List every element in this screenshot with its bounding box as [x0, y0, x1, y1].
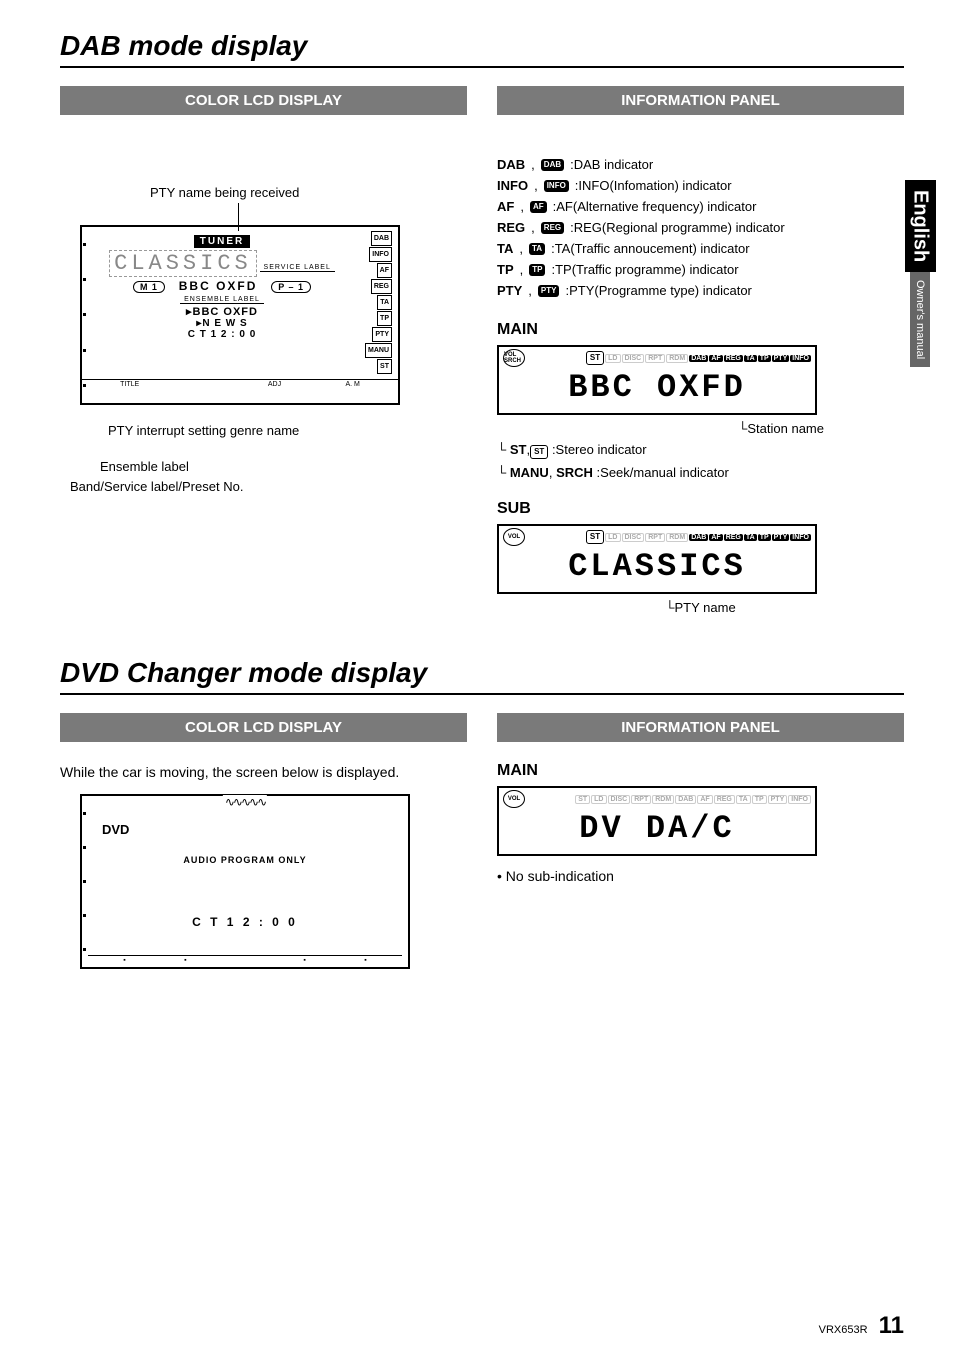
dvd-body-text: While the car is moving, the screen belo… [60, 762, 467, 782]
lcd-side-indicators: DAB INFO AF REG TA TP PTY MANU ST [356, 231, 392, 375]
indicator-row: TP ,TP:TP(Traffic programme) indicator [497, 260, 904, 280]
sub-info-panel: VOL ST LD DISC RPT RDM DAB AF REG TA TP … [497, 524, 817, 594]
dvd-label: DVD [102, 822, 398, 837]
lcd-adj: ADJ [268, 381, 281, 388]
lcd-p1: P – 1 [271, 281, 311, 293]
main-label: MAIN [497, 321, 904, 339]
footer-model: VRX653R [819, 1324, 868, 1336]
lcd-classics: CLASSICS [109, 250, 257, 277]
dvd-lcd: ∿∿∿∿∿ DVD AUDIO PROGRAM ONLY C T 1 2 : 0… [80, 794, 410, 969]
lcd-ensemble-label: ENSEMBLE LABEL [180, 296, 264, 304]
dab-right-header: INFORMATION PANEL [497, 86, 904, 115]
dab-lcd: TUNER CLASSICS SERVICE LABEL M 1 BBC OXF… [80, 225, 400, 405]
lcd-title: TITLE [120, 381, 139, 388]
vol-icon: VOL SRCH [503, 349, 525, 367]
lcd-bbc: BBC OXFD [179, 279, 258, 293]
callout-station: Station name [747, 421, 824, 436]
indicator-row: AF ,AF:AF(Alternative frequency) indicat… [497, 197, 904, 217]
side-tab: English Owner's manual [904, 180, 936, 367]
vol-icon: VOL [503, 790, 525, 808]
lcd-m1: M 1 [133, 281, 165, 293]
dvd-ct: C T 1 2 : 0 0 [92, 915, 398, 929]
callout-pty-received: PTY name being received [150, 185, 299, 201]
lcd-bbc2: BBC OXFD [193, 306, 258, 318]
lcd-am: A. M [345, 381, 359, 388]
indicator-row: REG,REG:REG(Regional programme) indicato… [497, 218, 904, 238]
footer-page: 11 [879, 1312, 904, 1339]
indicator-row: INFO,INFO:INFO(Infomation) indicator [497, 176, 904, 196]
indicator-row: DAB,DAB:DAB indicator [497, 155, 904, 175]
dab-left-header: COLOR LCD DISPLAY [60, 86, 467, 115]
indicator-list: DAB,DAB:DAB indicator INFO,INFO:INFO(Inf… [497, 155, 904, 301]
callout-ensemble: Ensemble label [100, 459, 189, 475]
dvd-left-header: COLOR LCD DISPLAY [60, 713, 467, 742]
callout-pty-interrupt: PTY interrupt setting genre name [108, 423, 299, 439]
dvd-main-panel: VOL STLDDISCRPTRDM DABAFREGTATPPTYINFO D… [497, 786, 817, 856]
side-tab-lang: English [905, 180, 936, 272]
dvd-main-label: MAIN [497, 762, 904, 780]
lcd-tuner: TUNER [194, 235, 250, 248]
main-info-panel: VOL SRCH ST LD DISC RPT RDM DAB AF REG T… [497, 345, 817, 415]
side-tab-sub: Owner's manual [910, 272, 930, 367]
lcd-ct: C T 1 2 : 0 0 [88, 329, 356, 340]
lcd-service-label: SERVICE LABEL [260, 264, 335, 272]
lcd-news: N E W S [202, 318, 247, 329]
sub-seg: CLASSICS [503, 548, 811, 585]
dvd-section-title: DVD Changer mode display [60, 657, 904, 695]
callout-pty-name: PTY name [675, 600, 736, 615]
callout-band: Band/Service label/Preset No. [70, 479, 243, 495]
dab-lcd-wrap: PTY name being received TUNER CLASSICS S… [60, 185, 467, 525]
audio-only: AUDIO PROGRAM ONLY [92, 855, 398, 865]
dvd-seg: DV DA/C [503, 810, 811, 847]
sub-label: SUB [497, 500, 904, 518]
indicator-row: PTY,PTY:PTY(Programme type) indicator [497, 281, 904, 301]
main-seg: BBC OXFD [503, 369, 811, 406]
indicator-row: TA ,TA:TA(Traffic annoucement) indicator [497, 239, 904, 259]
page-footer: VRX653R 11 [819, 1312, 904, 1340]
zigzag-icon: ∿∿∿∿∿ [223, 795, 267, 809]
vol-icon: VOL [503, 528, 525, 546]
dvd-right-header: INFORMATION PANEL [497, 713, 904, 742]
no-sub-indication: • No sub-indication [497, 868, 904, 884]
dab-section-title: DAB mode display [60, 30, 904, 68]
